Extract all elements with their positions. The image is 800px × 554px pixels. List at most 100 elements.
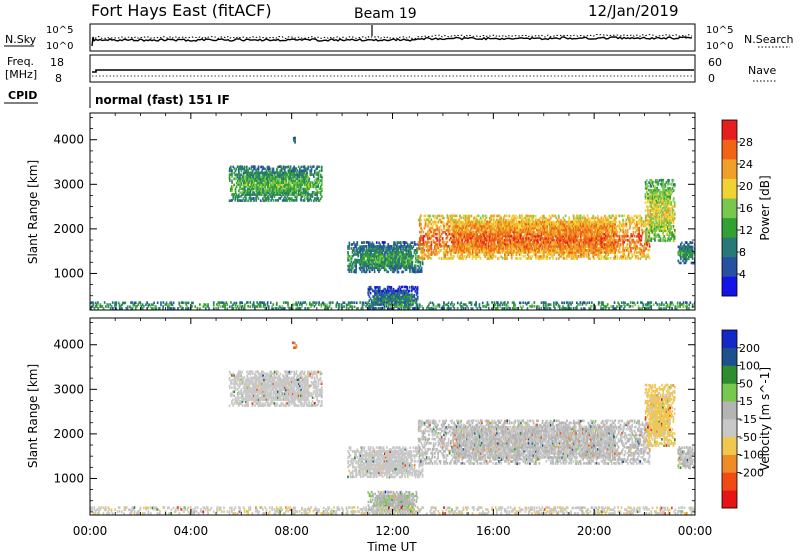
heatmap-cell xyxy=(582,222,584,226)
heatmap-cell xyxy=(644,214,647,218)
heatmap-cell xyxy=(576,249,578,252)
heatmap-cell xyxy=(250,187,253,190)
heatmap-cell xyxy=(463,214,466,218)
heatmap-cell xyxy=(298,169,301,173)
heatmap-cell xyxy=(532,238,535,242)
heatmap-cell xyxy=(279,165,282,168)
heatmap-cell xyxy=(636,228,638,232)
heatmap-cell xyxy=(548,251,551,254)
heatmap-cell xyxy=(455,226,458,230)
heatmap-cell xyxy=(385,258,387,262)
heatmap-cell xyxy=(352,254,354,258)
heatmap-cell xyxy=(317,179,320,183)
heatmap-cell xyxy=(459,234,461,238)
heatmap-cell xyxy=(557,242,560,246)
heatmap-cell xyxy=(494,224,497,228)
heatmap-cell xyxy=(371,253,374,256)
heatmap-cell xyxy=(295,175,298,179)
heatmap-cell xyxy=(519,243,521,246)
heatmap-cell xyxy=(467,250,469,254)
heatmap-cell xyxy=(537,229,540,232)
heatmap-cell xyxy=(549,228,552,232)
heatmap-cell xyxy=(610,226,613,230)
heatmap-cell xyxy=(454,238,457,242)
heatmap-cell xyxy=(458,228,460,232)
heatmap-cell xyxy=(592,236,595,240)
heatmap-cell xyxy=(469,222,472,226)
heatmap-cell xyxy=(287,181,290,185)
heatmap-cell xyxy=(381,248,384,252)
heatmap-cell xyxy=(640,255,643,258)
heatmap-cell xyxy=(378,268,380,272)
heatmap-cell xyxy=(364,253,367,256)
heatmap-cell xyxy=(365,262,368,266)
heatmap-cell xyxy=(581,253,583,256)
heatmap-cell xyxy=(354,262,356,266)
heatmap-cell xyxy=(476,234,478,238)
heatmap-cell xyxy=(402,259,405,262)
heatmap-cell xyxy=(433,241,436,244)
heatmap-cell xyxy=(358,259,361,262)
heatmap-cell xyxy=(655,192,657,196)
heatmap-cell xyxy=(588,247,591,250)
heatmap-cell xyxy=(528,216,530,220)
heatmap-cell xyxy=(476,229,478,232)
heatmap-cell xyxy=(512,247,514,250)
heatmap-cell xyxy=(504,238,506,242)
heatmap-cell xyxy=(266,171,269,175)
heatmap-cell xyxy=(307,187,309,190)
heatmap-cell xyxy=(503,234,506,238)
heatmap-cell xyxy=(494,222,497,226)
heatmap-cell xyxy=(496,249,498,252)
heatmap-cell xyxy=(583,233,586,236)
heatmap-cell xyxy=(395,266,398,270)
heatmap-cell xyxy=(502,224,505,228)
heatmap-cell xyxy=(363,241,366,244)
heatmap-cell xyxy=(392,254,394,258)
heatmap-cell xyxy=(272,183,275,186)
heatmap-cell xyxy=(237,193,240,197)
heatmap-cell xyxy=(251,173,254,177)
heatmap-cell xyxy=(494,235,497,238)
heatmap-cell xyxy=(293,167,296,170)
heatmap-cell xyxy=(239,175,241,179)
heatmap-cell xyxy=(361,245,363,248)
heatmap-cell xyxy=(283,185,285,188)
heatmap-cell xyxy=(467,240,469,244)
heatmap-cell xyxy=(289,177,292,181)
heatmap-cell xyxy=(288,179,291,183)
heatmap-cell xyxy=(452,214,455,217)
heatmap-cell xyxy=(290,183,293,186)
heatmap-cell xyxy=(538,222,541,226)
heatmap-cell xyxy=(471,241,474,244)
heatmap-cell xyxy=(495,222,498,226)
heatmap-cell xyxy=(453,235,456,238)
heatmap-cell xyxy=(570,248,573,252)
heatmap-cell xyxy=(595,243,598,246)
heatmap-cell xyxy=(371,243,373,246)
heatmap-cell xyxy=(257,185,260,189)
heatmap-cell xyxy=(403,254,406,258)
heatmap-cell xyxy=(533,245,536,248)
heatmap-cell xyxy=(551,249,553,252)
heatmap-cell xyxy=(446,220,449,224)
heatmap-cell xyxy=(455,224,458,228)
heatmap-cell xyxy=(454,232,457,236)
heatmap-cell xyxy=(564,244,567,248)
heatmap-cell xyxy=(291,199,293,202)
heatmap-cell xyxy=(569,222,572,226)
heatmap-cell xyxy=(638,230,641,234)
heatmap-cell xyxy=(263,193,266,196)
heatmap-cell xyxy=(438,244,441,248)
heatmap-cell xyxy=(578,214,581,218)
heatmap-cell xyxy=(368,266,370,269)
heatmap-cell xyxy=(399,247,402,250)
heatmap-cell xyxy=(431,234,434,238)
heatmap-cell xyxy=(473,246,475,250)
heatmap-cell xyxy=(353,260,355,264)
heatmap-cell xyxy=(263,173,266,177)
heatmap-cell xyxy=(512,241,514,244)
heatmap-cell xyxy=(579,226,582,230)
heatmap-cell xyxy=(359,251,362,254)
heatmap-cell xyxy=(389,246,392,250)
